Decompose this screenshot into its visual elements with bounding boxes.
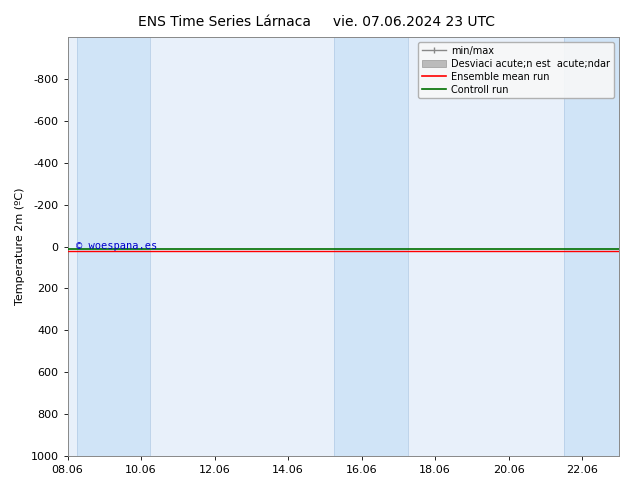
- Bar: [77, 37, 150, 456]
- Legend: min/max, Desviaci acute;n est  acute;ndar, Ensemble mean run, Controll run: min/max, Desviaci acute;n est acute;ndar…: [418, 42, 614, 98]
- Bar: [334, 37, 408, 456]
- Text: © woespana.es: © woespana.es: [76, 241, 157, 251]
- Bar: [564, 37, 619, 456]
- Y-axis label: Temperature 2m (ºC): Temperature 2m (ºC): [15, 188, 25, 305]
- Text: ENS Time Series Lárnaca     vie. 07.06.2024 23 UTC: ENS Time Series Lárnaca vie. 07.06.2024 …: [138, 15, 496, 29]
